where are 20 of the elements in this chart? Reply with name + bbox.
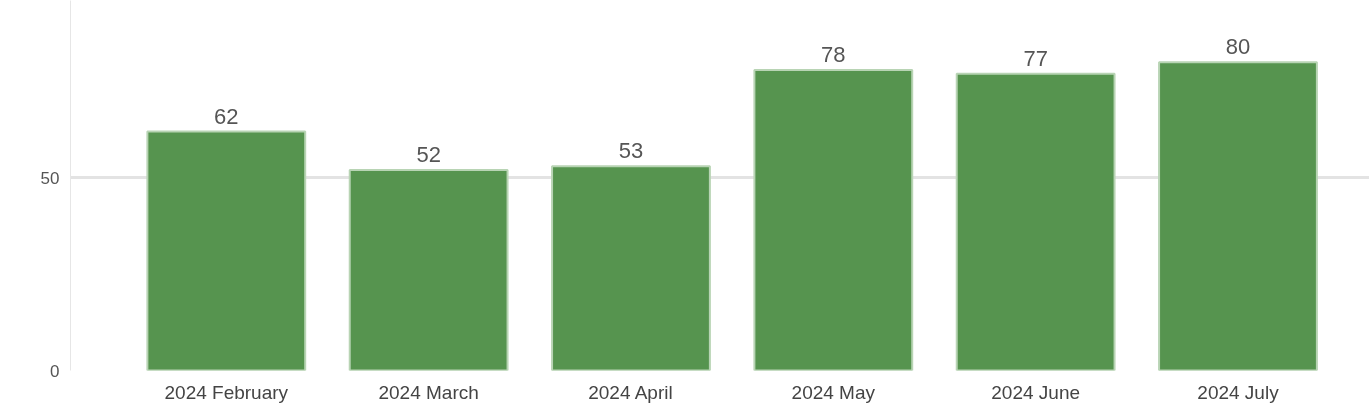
y-tick-label: 50 (40, 168, 60, 188)
x-tick-label: 2024 May (791, 381, 876, 403)
data-label: 52 (416, 142, 441, 168)
x-tick-label: 2024 April (588, 381, 673, 403)
data-label: 80 (1225, 34, 1251, 60)
bar (955, 72, 1116, 371)
y-tick-label: 0 (50, 361, 60, 381)
data-label: 77 (1023, 45, 1048, 71)
x-tick-label: 2024 June (991, 381, 1081, 403)
x-tick-label: 2024 March (378, 381, 479, 403)
data-label: 53 (618, 138, 644, 164)
data-label: 78 (821, 41, 846, 67)
data-label: 62 (214, 103, 239, 129)
x-tick-label: 2024 February (164, 381, 289, 403)
bar (146, 130, 307, 371)
bar (348, 169, 509, 371)
bar (1158, 61, 1318, 371)
bar (551, 165, 711, 371)
bar (753, 68, 914, 371)
x-tick-label: 2024 July (1197, 381, 1280, 403)
